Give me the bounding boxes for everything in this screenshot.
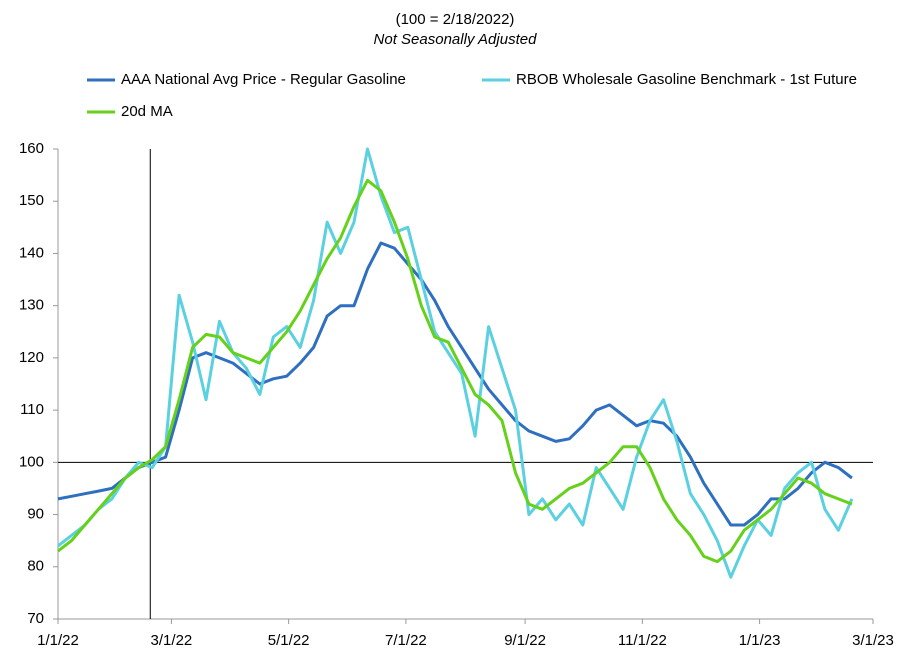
y-tick-label: 150 [19, 192, 44, 209]
y-tick-label: 90 [27, 506, 44, 523]
x-tick-label: 3/1/22 [151, 632, 193, 649]
y-tick-label: 140 [19, 244, 44, 261]
x-tick-label: 3/1/23 [852, 632, 894, 649]
legend-label: AAA National Avg Price - Regular Gasolin… [121, 71, 406, 88]
y-tick-label: 110 [20, 401, 44, 418]
series-line [57, 241, 853, 527]
x-tick-label: 1/1/22 [37, 632, 79, 649]
legend-label: RBOB Wholesale Gasoline Benchmark - 1st … [516, 71, 857, 88]
x-tick-label: 11/1/22 [618, 632, 667, 649]
y-tick-label: 160 [19, 140, 44, 157]
x-tick-label: 1/1/23 [739, 632, 781, 649]
chart-title: (100 = 2/18/2022) [396, 11, 515, 28]
y-tick-label: 80 [27, 558, 44, 575]
y-tick-label: 70 [27, 610, 44, 627]
x-tick-label: 5/1/22 [268, 632, 310, 649]
chart-subtitle: Not Seasonally Adjusted [374, 31, 538, 48]
y-tick-label: 100 [19, 453, 44, 470]
x-tick-label: 7/1/22 [385, 632, 427, 649]
series-line [57, 178, 853, 564]
y-tick-label: 120 [19, 349, 44, 366]
legend-label: 20d MA [121, 103, 173, 120]
x-tick-label: 9/1/22 [504, 632, 546, 649]
series-line [57, 147, 854, 579]
y-tick-label: 130 [19, 297, 44, 314]
